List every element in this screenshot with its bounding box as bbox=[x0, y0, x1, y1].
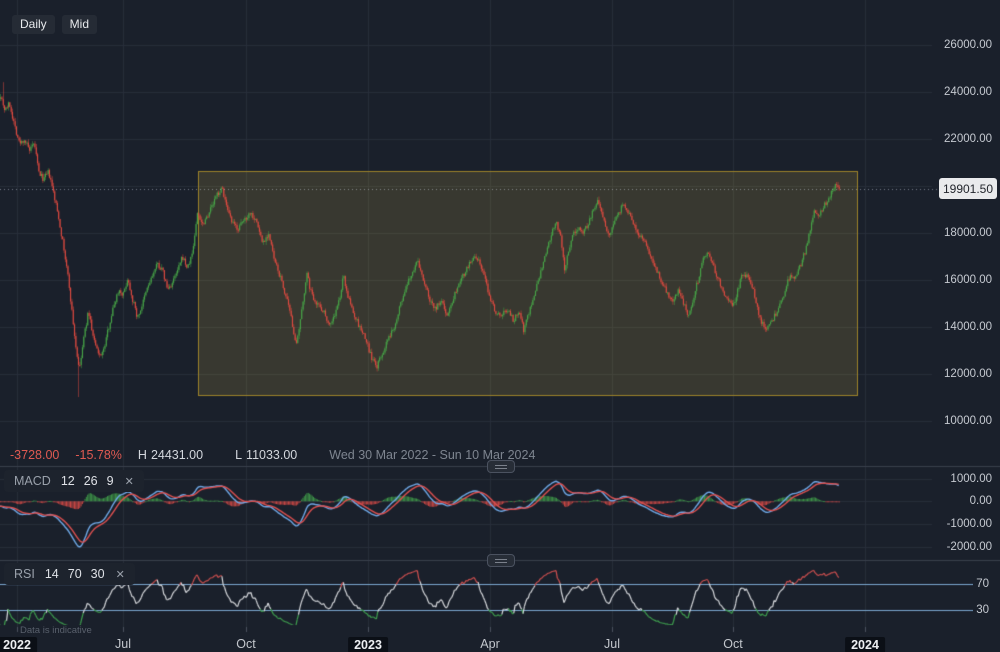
interval-daily-button[interactable]: Daily bbox=[12, 15, 55, 34]
macd-param: 26 bbox=[83, 474, 98, 488]
rsi-close-icon[interactable]: ✕ bbox=[115, 568, 125, 581]
axis-tick-label: 18000.00 bbox=[944, 227, 992, 240]
pane-resize-handle-macd[interactable] bbox=[487, 460, 515, 473]
axis-tick-label: 14000.00 bbox=[944, 321, 992, 334]
axis-tick-label: 16000.00 bbox=[944, 274, 992, 287]
axis-tick-label: 22000.00 bbox=[944, 133, 992, 146]
axis-tick-label: 12000.00 bbox=[944, 368, 992, 381]
macd-legend-chip[interactable]: MACD 12 26 9 ✕ bbox=[4, 470, 144, 492]
interval-toolbar: Daily Mid bbox=[12, 15, 98, 34]
time-label-apr: Apr bbox=[480, 637, 500, 651]
macd-param: 9 bbox=[106, 474, 114, 488]
change-value: -3728.00 bbox=[10, 447, 60, 462]
high-readout: H 24431.00 bbox=[137, 447, 204, 462]
time-label-2023: 2023 bbox=[348, 637, 388, 652]
macd-label: MACD bbox=[14, 474, 51, 488]
rsi-param: 14 bbox=[44, 567, 59, 581]
rsi-params: 14 70 30 bbox=[45, 567, 114, 581]
axis-tick-label: -2000.00 bbox=[946, 540, 992, 553]
axis-tick-label: 30 bbox=[973, 604, 992, 616]
date-range: Wed 30 Mar 2022 - Sun 10 Mar 2024 bbox=[329, 447, 536, 462]
macd-param: 12 bbox=[60, 474, 75, 488]
rsi-legend-chip[interactable]: RSI 14 70 30 ✕ bbox=[4, 563, 135, 585]
time-label-jul: Jul bbox=[115, 637, 131, 651]
axis-tick-label: 0.00 bbox=[969, 495, 992, 508]
axis-tick-label: 26000.00 bbox=[944, 39, 992, 52]
time-label-2022: 2022 bbox=[0, 637, 37, 652]
pane-resize-handle-rsi[interactable] bbox=[487, 554, 515, 567]
axis-tick-label: 1000.00 bbox=[950, 472, 992, 485]
interval-mid-button[interactable]: Mid bbox=[61, 15, 98, 34]
axis-tick-label: 10000.00 bbox=[944, 415, 992, 428]
axis-tick-label: 24000.00 bbox=[944, 86, 992, 99]
rsi-param: 70 bbox=[67, 567, 82, 581]
axis-tick-label: 70 bbox=[973, 578, 992, 590]
rsi-label: RSI bbox=[14, 567, 35, 581]
footnote: Data is indicative bbox=[20, 625, 92, 636]
axis-tick-label: -1000.00 bbox=[946, 518, 992, 530]
time-label-oct: Oct bbox=[723, 637, 743, 651]
macd-close-icon[interactable]: ✕ bbox=[124, 475, 134, 488]
time-label-2024: 2024 bbox=[845, 637, 885, 652]
low-readout: L 11033.00 bbox=[235, 447, 298, 462]
macd-params: 12 26 9 bbox=[61, 474, 123, 488]
change-percent: -15.78% bbox=[75, 447, 122, 462]
price-legend: -3728.00 -15.78% H 24431.00 L 11033.00 Wed… bbox=[10, 447, 551, 462]
time-label-oct: Oct bbox=[236, 637, 256, 651]
time-label-jul: Jul bbox=[604, 637, 620, 651]
rsi-param: 30 bbox=[90, 567, 105, 581]
last-price-badge: 19901.50 bbox=[939, 178, 997, 199]
